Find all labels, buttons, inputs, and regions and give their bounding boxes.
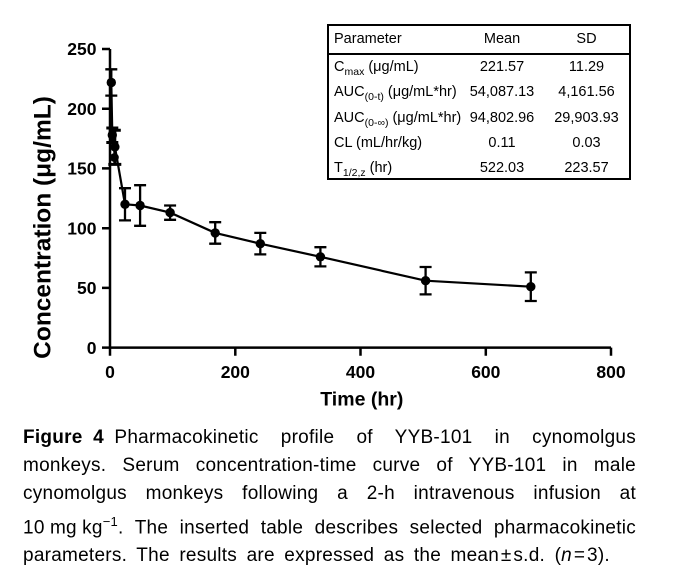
svg-text:0: 0 [105,362,115,382]
svg-text:600: 600 [471,362,500,382]
svg-text:400: 400 [346,362,375,382]
svg-text:800: 800 [596,362,625,382]
svg-text:200: 200 [221,362,250,382]
svg-text:250: 250 [67,39,96,59]
svg-text:100: 100 [67,218,96,238]
svg-text:Concentration (μg/mL): Concentration (μg/mL) [30,96,57,359]
svg-text:0: 0 [87,338,97,358]
svg-text:50: 50 [77,278,97,298]
svg-text:200: 200 [67,99,96,119]
svg-text:150: 150 [67,159,96,179]
svg-text:Time (hr): Time (hr) [320,388,403,410]
